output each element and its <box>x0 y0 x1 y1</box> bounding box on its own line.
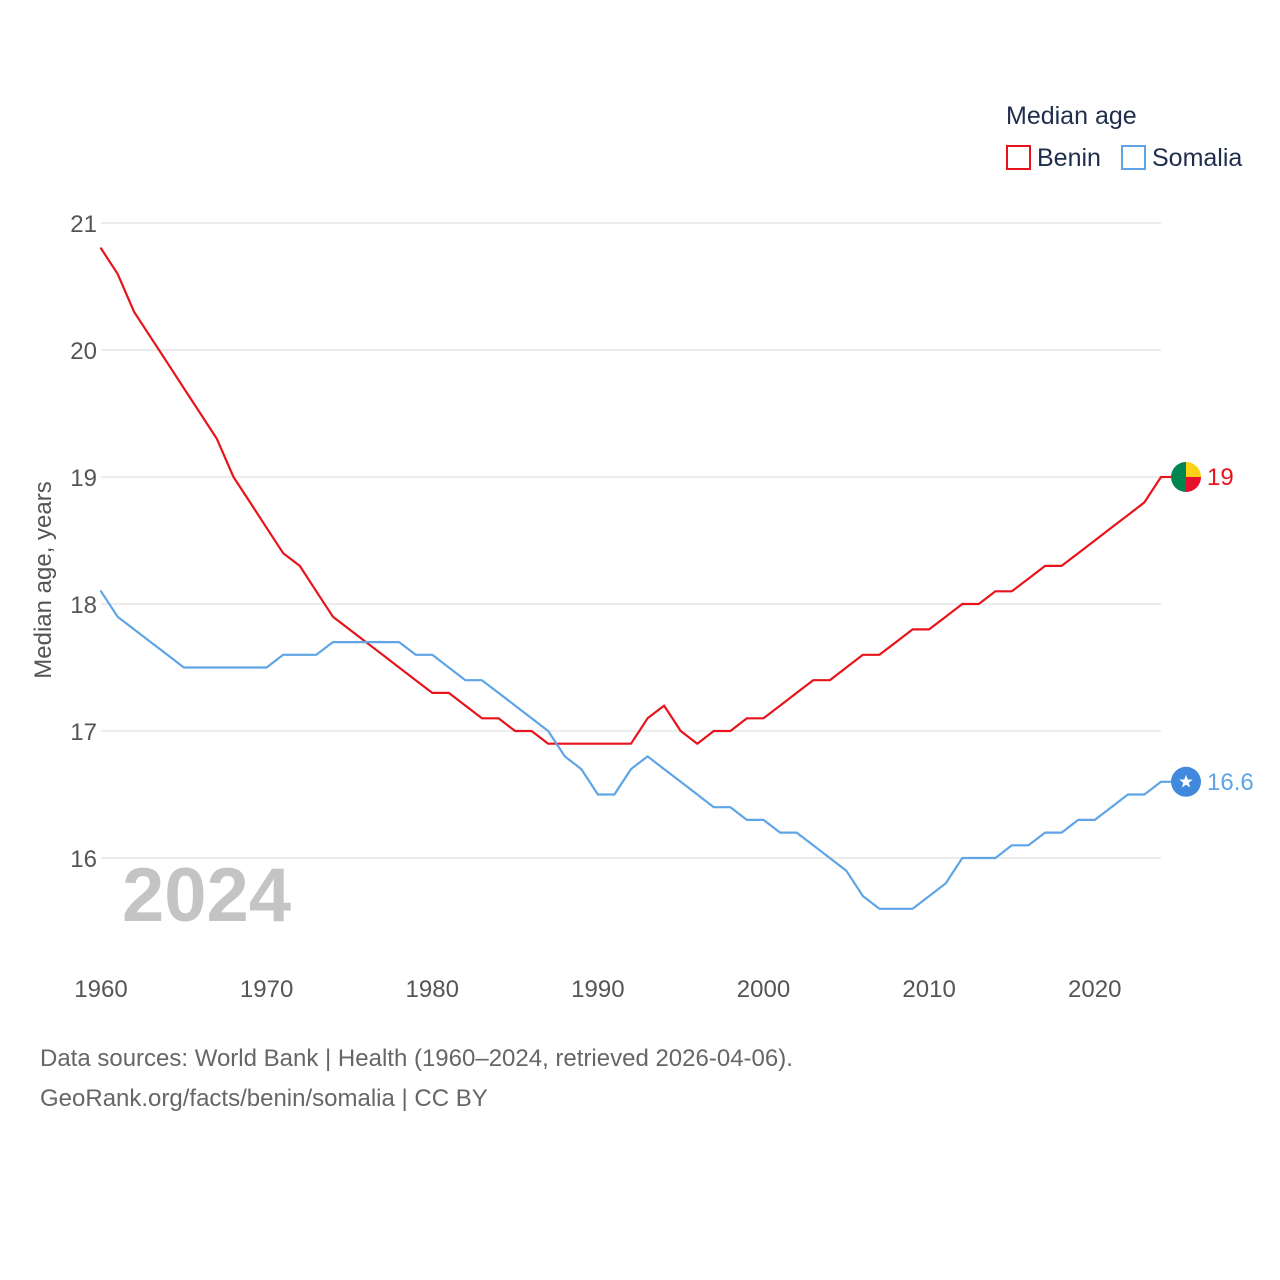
legend-label-benin: Benin <box>1037 144 1101 172</box>
series-line-somalia[interactable] <box>99 590 1163 910</box>
legend-swatch-somalia <box>1121 145 1146 170</box>
source-line-2[interactable]: GeoRank.org/facts/benin/somalia | CC BY <box>40 1085 488 1112</box>
somalia-flag-icon <box>1171 766 1201 797</box>
y-tick-label-18: 18 <box>70 592 97 619</box>
x-axis-ticks: 1960 1970 1980 1990 2000 2010 2020 <box>74 976 1121 1003</box>
x-tick-label-1990: 1990 <box>571 976 624 1003</box>
x-tick-label-2000: 2000 <box>737 976 790 1003</box>
benin-flag-icon <box>1171 462 1201 492</box>
y-tick-label-16: 16 <box>70 846 97 873</box>
y-axis-title: Median age, years <box>30 481 57 678</box>
y-tick-label-20: 20 <box>70 338 97 365</box>
series-line-benin[interactable] <box>99 247 1163 745</box>
x-tick-label-1980: 1980 <box>406 976 459 1003</box>
end-label-benin: 19 <box>1207 464 1234 491</box>
legend-item-benin[interactable]: Benin <box>1006 144 1101 172</box>
legend-label-somalia: Somalia <box>1152 144 1242 172</box>
source-line-1: Data sources: World Bank | Health (1960–… <box>40 1045 793 1072</box>
x-tick-label-1970: 1970 <box>240 976 293 1003</box>
legend-title: Median age <box>1006 102 1137 130</box>
x-tick-label-1960: 1960 <box>74 976 127 1003</box>
x-tick-label-2010: 2010 <box>902 976 955 1003</box>
grid-lines <box>101 222 1161 859</box>
x-tick-label-2020: 2020 <box>1068 976 1121 1003</box>
y-tick-label-21: 21 <box>70 211 97 238</box>
series-lines <box>99 247 1163 910</box>
legend: Median age Benin Somalia <box>1006 102 1242 172</box>
y-axis-ticks: 16 17 18 19 20 21 <box>70 211 97 873</box>
end-label-somalia: 16.6 <box>1207 769 1254 796</box>
legend-swatch-benin <box>1006 145 1031 170</box>
end-markers: 19 16.6 <box>1161 462 1254 797</box>
y-tick-label-19: 19 <box>70 465 97 492</box>
year-watermark: 2024 <box>122 853 291 938</box>
legend-item-somalia[interactable]: Somalia <box>1121 144 1242 172</box>
y-tick-label-17: 17 <box>70 719 97 746</box>
